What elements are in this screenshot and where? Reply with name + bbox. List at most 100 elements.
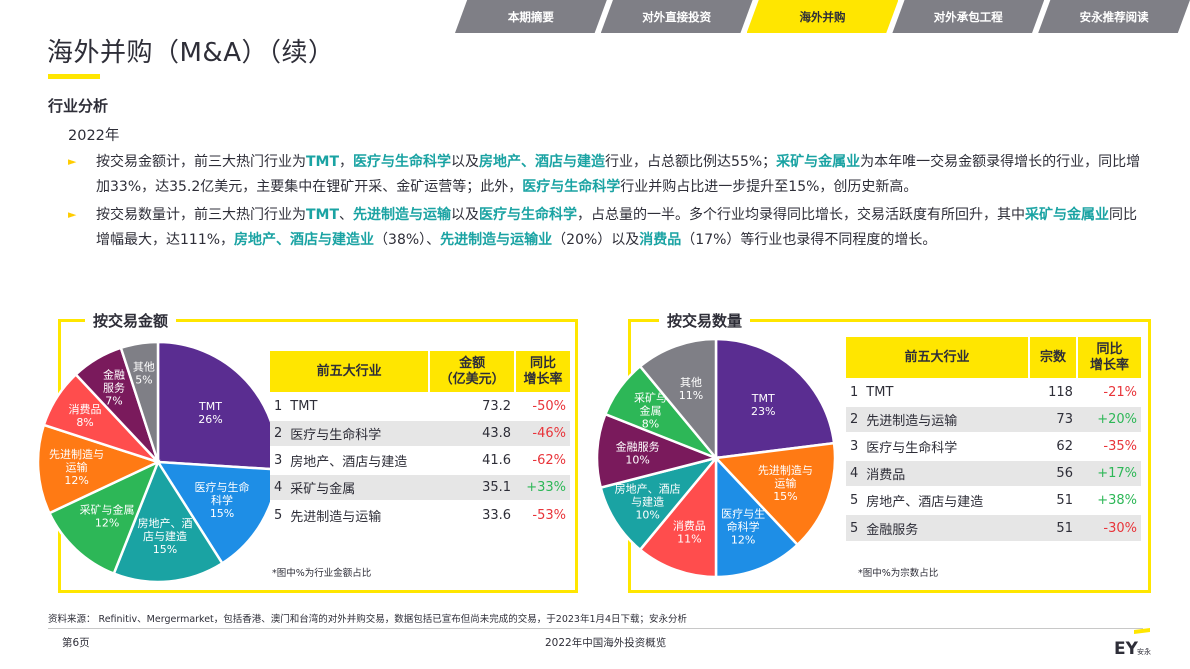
value-cell: 56 xyxy=(1028,459,1077,487)
rank-cell: 5 xyxy=(846,513,863,541)
table-row: 1 TMT 118 -21% xyxy=(846,378,1141,406)
bullet-item-count: ► 按交易数量计，前三大热门行业为TMT、先进制造与运输以及医疗与生命科学，占总… xyxy=(68,203,1148,252)
industry-cell: TMT xyxy=(862,378,1029,406)
rank-cell: 5 xyxy=(270,500,287,528)
rank-cell: 1 xyxy=(270,392,287,420)
bullet-list: ► 按交易金额计，前三大热门行业为TMT，医疗与生命科学以及房地产、酒店与建造行… xyxy=(68,150,1148,256)
chart-title: 按交易数量 xyxy=(659,310,751,331)
value-cell: 43.8 xyxy=(429,419,516,447)
table-row: 2 医疗与生命科学 43.8 -46% xyxy=(270,419,570,447)
rank-cell: 3 xyxy=(846,432,863,460)
highlighted-term: 医疗与生命科学 xyxy=(522,178,621,195)
highlighted-term: 房地产、酒店与建造业 xyxy=(234,231,375,248)
value-cell: 51 xyxy=(1028,486,1077,514)
pie-slice xyxy=(112,459,225,584)
pie-slice xyxy=(595,412,721,490)
highlighted-term: TMT xyxy=(306,207,340,223)
pie-slice-label: 消费品 8% xyxy=(69,402,102,429)
value-cell: 118 xyxy=(1028,378,1077,406)
pie-slice xyxy=(156,340,270,471)
bullet-text: 按交易金额计，前三大热门行业为TMT，医疗与生命科学以及房地产、酒店与建造行业，… xyxy=(96,154,1140,195)
table-row: 4 消费品 56 +17% xyxy=(846,459,1141,487)
table-row: 4 采矿与金属 35.1 +33% xyxy=(270,473,570,501)
title-underline xyxy=(48,74,100,79)
industry-cell: TMT xyxy=(286,392,430,420)
top-nav: 本期摘要 对外直接投资 海外并购 对外承包工程 安永推荐阅读 xyxy=(455,0,1190,33)
pie-slice-label: 采矿与金属 12% xyxy=(80,503,135,530)
ey-logo-icon: EY 安永 xyxy=(1114,628,1151,658)
bullet-text-segment: 同比增幅最大，达111%， xyxy=(96,207,1138,248)
industry-cell: 房地产、酒店与建造 xyxy=(286,446,430,474)
pie-slice xyxy=(638,337,718,462)
pie-slice-label: 消费品 11% xyxy=(673,518,706,545)
table-header-cell: 同比 增长率 xyxy=(1075,337,1141,379)
pie-slice-label: 医疗与生命科学 15% xyxy=(195,480,250,520)
pie-slice-label: 房地产、酒店与建造 10% xyxy=(615,481,681,521)
year-label: 2022年 xyxy=(68,128,120,144)
pie-slice-label: 房地产、酒店与建造 15% xyxy=(138,516,193,556)
highlighted-term: 房地产、酒店与建造 xyxy=(479,154,606,170)
pie-chart-value: TMT 26% 医疗与生命科学 15%房地产、酒店与建造 15%采矿与金属 12% 先进制造… xyxy=(36,340,270,584)
highlighted-term: 消费品 xyxy=(639,231,682,248)
bullet-text-segment: （20%）以及 xyxy=(552,231,640,248)
bullet-text-segment: ， xyxy=(339,154,354,170)
bullet-item-value: ► 按交易金额计，前三大热门行业为TMT，医疗与生命科学以及房地产、酒店与建造行… xyxy=(68,150,1148,199)
table-row: 5 先进制造与运输 33.6 -53% xyxy=(270,500,570,528)
highlighted-term: 采矿与金属业 xyxy=(776,154,861,170)
tab-overseas-ma[interactable]: 海外并购 xyxy=(746,0,899,33)
rank-cell: 4 xyxy=(270,473,287,501)
pie-slice-label: TMT 23% xyxy=(751,392,776,418)
value-cell: 33.6 xyxy=(429,500,516,528)
growth-cell: -53% xyxy=(515,500,570,528)
top5-table-value: 前五大行业 金额 （亿美元） 同比 增长率 1 TMT 73.2 -50% 2 医疗与生命科学 43.… xyxy=(270,351,570,528)
industry-cell: 医疗与生命科学 xyxy=(862,432,1029,460)
footer-doc-title: 2022年中国海外投资概览 xyxy=(545,637,667,649)
table-header-cell: 同比 增长率 xyxy=(514,351,570,393)
pie-slice-label: 其他 11% xyxy=(679,376,703,402)
growth-cell: -30% xyxy=(1076,513,1141,541)
table-header-cell: 前五大行业 xyxy=(846,337,1029,379)
rank-cell: 3 xyxy=(270,446,287,474)
logo-text: EY xyxy=(1114,639,1139,658)
industry-cell: 先进制造与运输 xyxy=(286,500,430,528)
value-cell: 41.6 xyxy=(429,446,516,474)
table-header-row: 前五大行业 金额 （亿美元） 同比 增长率 xyxy=(270,351,570,393)
growth-cell: -50% xyxy=(515,392,570,420)
industry-cell: 先进制造与运输 xyxy=(862,405,1029,433)
pie-slice xyxy=(714,337,836,460)
bullet-arrow-icon: ► xyxy=(68,208,77,221)
bullet-text-segment: 以及 xyxy=(451,154,480,170)
pie-slice-label: 先进制造与运输 12% xyxy=(49,447,104,487)
top5-table-count: 前五大行业 宗数 同比 增长率 1 TMT 118 -21% 2 先进制造与运输 73 +20% 3 医疗… xyxy=(846,337,1141,541)
bullet-text-segment: 、 xyxy=(339,207,354,223)
pie-slice-label: 其他 5% xyxy=(133,361,155,387)
table-row: 5 金融服务 51 -30% xyxy=(846,513,1141,541)
table-row: 3 房地产、酒店与建造 41.6 -62% xyxy=(270,446,570,474)
table-header-cell: 前五大行业 xyxy=(270,351,430,393)
pie-slice-label: 采矿与金属 8% xyxy=(634,391,667,430)
tab-odi[interactable]: 对外直接投资 xyxy=(600,0,753,33)
tab-contracting[interactable]: 对外承包工程 xyxy=(892,0,1045,33)
growth-cell: +20% xyxy=(1076,405,1141,433)
bullet-text-segment: 行业并购占比进一步提升至15%，创历史新高。 xyxy=(620,178,918,195)
value-cell: 62 xyxy=(1028,432,1077,460)
section-heading: 行业分析 xyxy=(48,97,109,115)
highlighted-term: 先进制造与运输业 xyxy=(440,231,553,248)
highlighted-term: 医疗与生命科学 xyxy=(479,207,578,223)
table-row: 3 医疗与生命科学 62 -35% xyxy=(846,432,1141,460)
growth-cell: +38% xyxy=(1076,486,1141,514)
chart-title: 按交易金额 xyxy=(85,310,177,331)
footer-divider xyxy=(48,628,1143,629)
pie-slice-label: 金融服务 10% xyxy=(616,440,660,467)
page-number: 第6页 xyxy=(62,637,90,649)
value-cell: 73 xyxy=(1028,405,1077,433)
industry-cell: 金融服务 xyxy=(862,513,1029,541)
highlighted-term: 先进制造与运输 xyxy=(353,207,452,223)
pie-slice xyxy=(638,454,718,579)
table-row: 5 房地产、酒店与建造 51 +38% xyxy=(846,486,1141,514)
tab-recommended-reading[interactable]: 安永推荐阅读 xyxy=(1038,0,1190,33)
rank-cell: 4 xyxy=(846,459,863,487)
tab-summary[interactable]: 本期摘要 xyxy=(455,0,607,33)
pie-slice-label: 先进制造与运输 15% xyxy=(758,463,813,503)
bullet-text-segment: 为本年唯一交易金额录得增长的行业，同比增加33%，达35.2亿美元，主要集中在锂… xyxy=(96,154,1141,195)
